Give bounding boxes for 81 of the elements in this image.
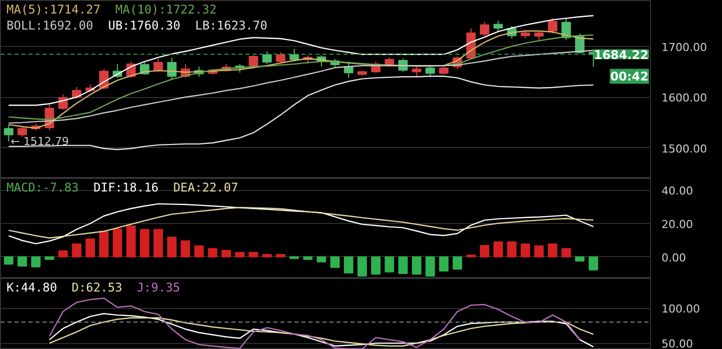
bar — [588, 256, 598, 270]
bar — [140, 229, 150, 258]
bar — [235, 252, 245, 258]
bar — [303, 256, 313, 260]
bar — [4, 256, 14, 265]
bar — [167, 236, 177, 258]
candlestick — [493, 20, 503, 32]
bar — [18, 256, 27, 266]
text: BOLL:1692.00 — [6, 18, 94, 32]
series-label: J:9.35 — [136, 280, 180, 294]
text: LB:1623.70 — [195, 18, 268, 32]
line-series — [8, 76, 594, 150]
bar — [112, 228, 122, 258]
candlestick — [412, 66, 422, 78]
bar — [276, 254, 286, 258]
candlestick — [290, 48, 299, 62]
bar — [575, 256, 585, 262]
text: 00:42 — [610, 69, 649, 84]
candlestick — [534, 30, 544, 41]
candlestick — [480, 21, 490, 37]
bar — [480, 245, 490, 258]
annotation: ← 1512.79 — [10, 134, 69, 148]
bar — [154, 229, 163, 258]
line-series — [48, 298, 580, 349]
text: MA(10):1722.32 — [115, 2, 217, 16]
bar — [86, 238, 95, 258]
bar — [262, 254, 272, 258]
bar — [44, 256, 54, 260]
candlestick — [548, 18, 558, 34]
text: MA(5):1714.27 — [6, 2, 100, 16]
bar — [31, 256, 41, 268]
line-series — [8, 203, 594, 244]
y-tick-label: 50.00 — [662, 338, 693, 349]
bar — [412, 256, 422, 275]
y-tick-label: 1700.00 — [662, 40, 707, 54]
text: K:44.80 — [6, 280, 58, 294]
ref-line-label: 1684.22 — [594, 48, 648, 62]
bar — [344, 256, 354, 274]
candlestick — [18, 126, 27, 138]
bar — [208, 248, 218, 258]
bar — [548, 244, 558, 258]
bar — [194, 245, 204, 258]
bar — [371, 256, 381, 275]
bar — [398, 256, 408, 274]
text: MACD:-7.83 — [6, 180, 79, 194]
bar — [330, 256, 340, 268]
bar — [180, 240, 190, 258]
candlestick — [425, 66, 435, 78]
bar — [316, 256, 326, 262]
text: D:62.53 — [72, 280, 122, 294]
series-label: UB:1760.30 — [108, 18, 180, 32]
bar — [520, 244, 530, 258]
bar — [452, 256, 462, 270]
y-tick-label: 1500.00 — [662, 142, 707, 156]
bar — [358, 256, 367, 276]
bar — [99, 230, 109, 258]
line-series — [8, 206, 594, 239]
bar — [425, 256, 435, 276]
bar — [439, 256, 449, 272]
candlestick — [276, 52, 286, 64]
y-tick-label: 0.00 — [662, 251, 686, 264]
bar — [126, 225, 136, 258]
candlestick — [384, 56, 394, 68]
candlestick — [167, 56, 177, 80]
bar — [248, 252, 258, 258]
bar — [561, 248, 571, 258]
y-tick-label: 20.00 — [662, 218, 693, 231]
bar — [534, 245, 544, 258]
candlestick — [262, 50, 272, 65]
bar — [493, 241, 503, 258]
bar — [384, 256, 394, 272]
bar — [222, 250, 231, 258]
y-tick-label: 1600.00 — [662, 92, 707, 105]
bar — [507, 241, 517, 258]
y-tick-label: 40.00 — [662, 184, 693, 198]
bar — [72, 244, 82, 258]
bar — [58, 250, 68, 258]
series-label: DEA:22.07 — [173, 180, 238, 194]
y-tick-label: 100.00 — [662, 302, 700, 316]
series-label: DIF:18.16 — [94, 180, 159, 194]
candlestick — [58, 94, 68, 110]
